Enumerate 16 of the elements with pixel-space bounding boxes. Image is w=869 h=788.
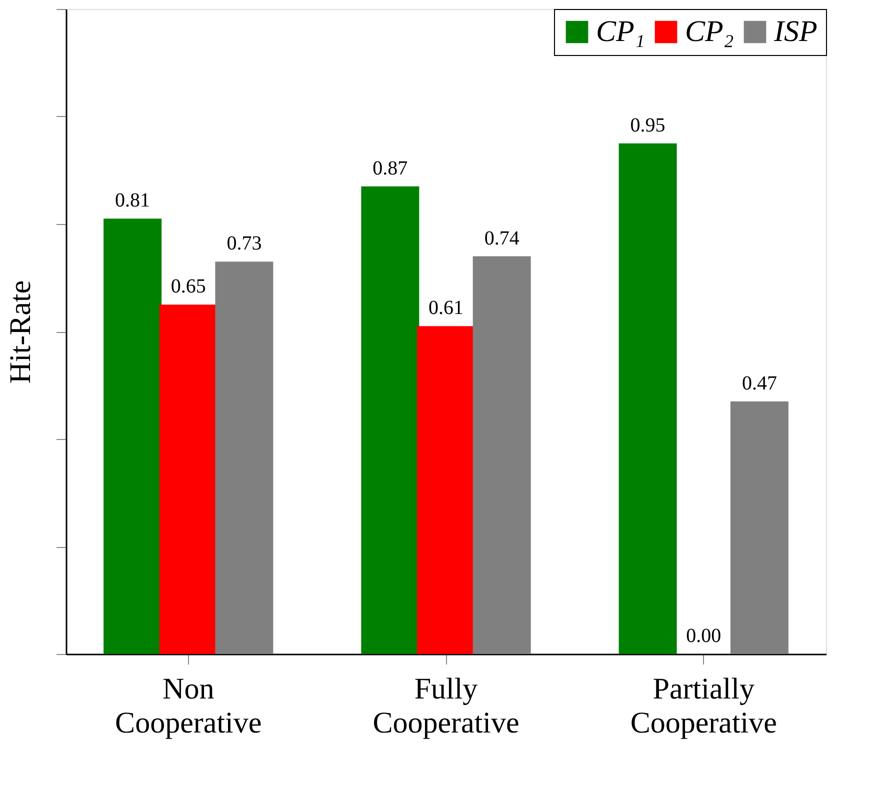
legend-label: CP₂ [685,15,734,48]
legend-label: CP₁ [596,15,645,48]
x-tick-label: Fully Cooperative [372,672,520,740]
data-label: 0.74 [484,227,520,250]
data-label: 0.95 [630,114,666,136]
data-label: 0.87 [372,157,408,180]
data-label: 0.81 [115,190,150,212]
y-axis-title: Hit-Rate [4,280,37,384]
data-label: 0.47 [742,372,777,394]
data-label: 0.65 [170,276,206,298]
data-label: 0.73 [226,232,262,255]
data-label: 0.61 [428,297,464,320]
data-label: 0.00 [686,625,722,647]
x-tick-label: Non Cooperative [115,672,262,740]
legend-label: ISP [773,15,818,48]
x-tick-label: Partially Cooperative [630,672,777,740]
